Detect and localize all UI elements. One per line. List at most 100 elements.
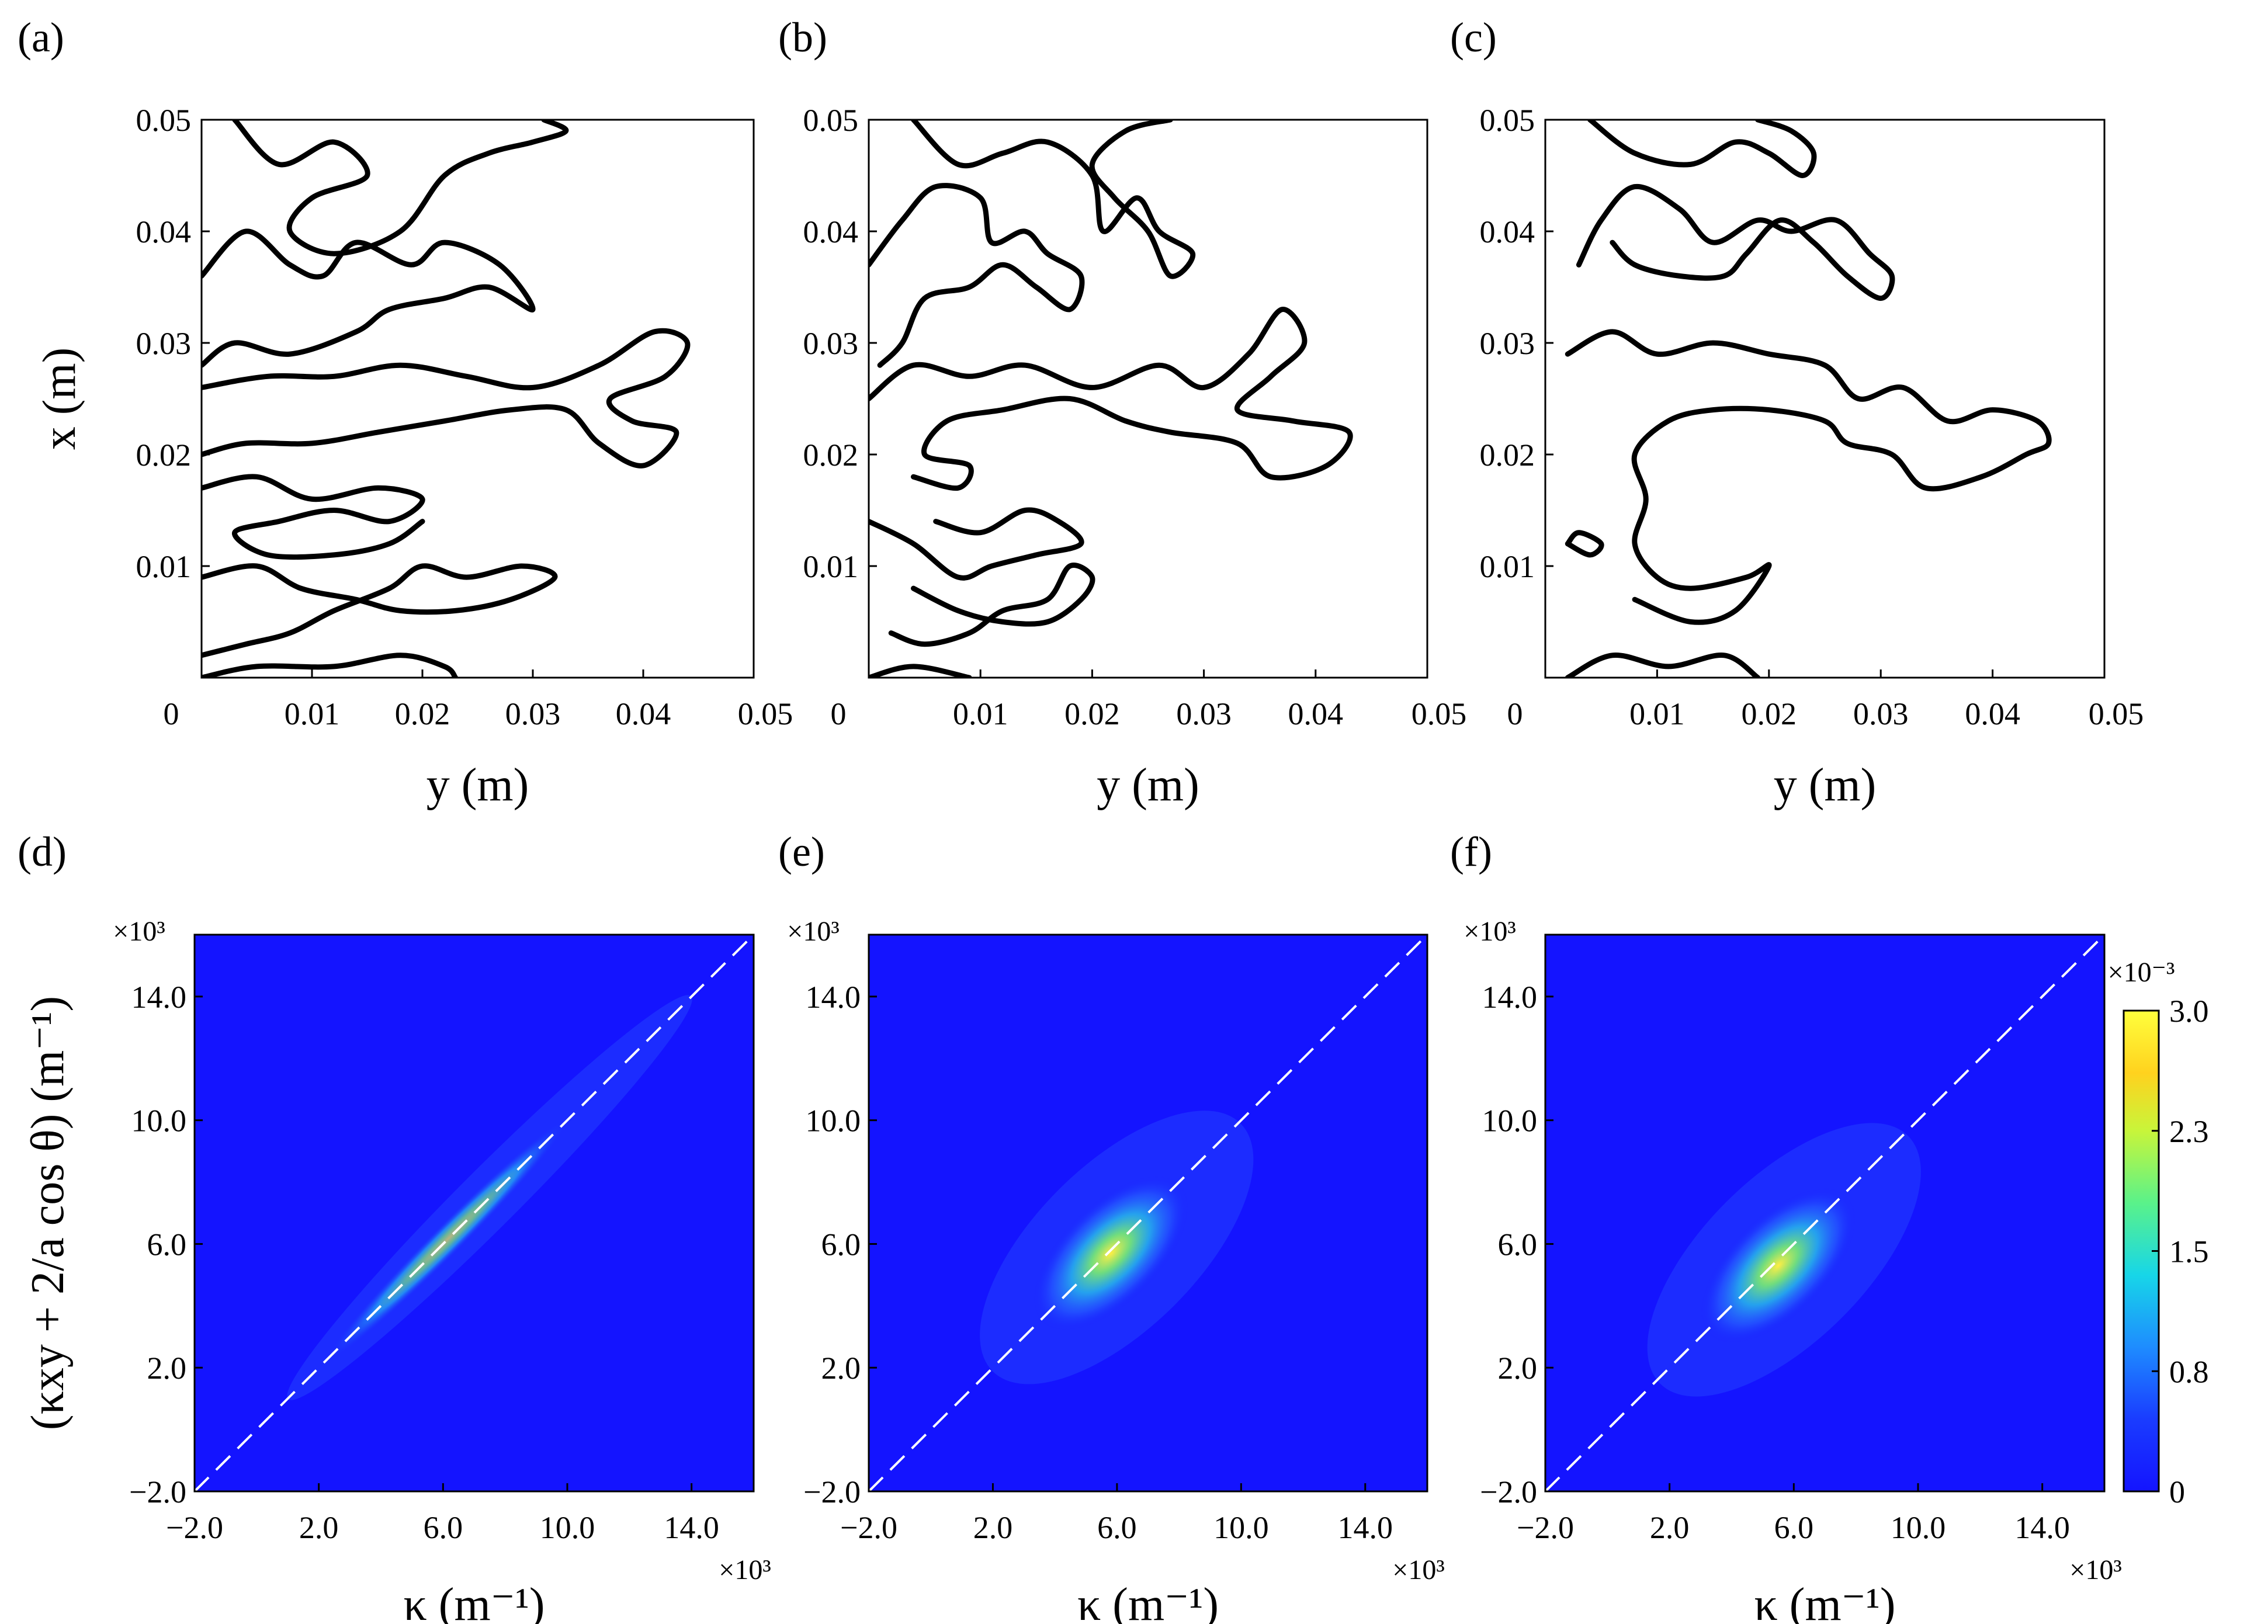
y-tick-label: 10.0 <box>806 1104 861 1139</box>
x-tick-label: 0.04 <box>1965 696 2020 731</box>
colorbar-tick-label: 0 <box>2169 1474 2185 1510</box>
x-axis-title: y (m) <box>1774 759 1877 811</box>
x-tick-label: 2.0 <box>973 1510 1013 1545</box>
contour-line-3 <box>1565 530 1604 558</box>
colorbar-multiplier: ×10⁻³ <box>2108 957 2175 988</box>
colorbar-tick-label: 2.3 <box>2169 1114 2209 1149</box>
y-tick-label: 0.01 <box>803 549 859 584</box>
colorbar-tick-label: 0.8 <box>2169 1354 2209 1389</box>
x-tick-label: 0.02 <box>395 696 450 731</box>
x-tick-label: 0.03 <box>1176 696 1232 731</box>
contour-panel-c: 0 0.01 0.02 0.03 0.04 0.05 0.01 0.02 0.03 0.04 0.0… <box>1480 103 2144 811</box>
contour-panel-b: 0 0.01 0.02 0.03 0.04 0.05 0.01 0.02 0.03 0.04 0.0… <box>803 103 1467 811</box>
x-tick-label: 0.04 <box>1288 696 1344 731</box>
x-axis-title: y (m) <box>426 759 529 811</box>
x-tick-label: 0.01 <box>953 696 1008 731</box>
x-tick-label: 14.0 <box>1338 1510 1393 1545</box>
y-tick-label: 10.0 <box>1482 1104 1538 1139</box>
panel-label-b: (b) <box>778 14 827 61</box>
y-axis-title: (κxy + 2/a cos θ) (m⁻¹) <box>22 996 74 1430</box>
x-tick-label: 0.02 <box>1742 696 1797 731</box>
density-core <box>1032 1174 1190 1332</box>
y-tick-label: 0.02 <box>136 438 192 473</box>
y-multiplier: ×10³ <box>1464 916 1516 947</box>
y-tick-label: 0.05 <box>803 103 859 138</box>
contour-line-3 <box>202 474 425 560</box>
y-tick-label: 0.01 <box>136 549 192 584</box>
x-tick-label: 0.05 <box>738 696 793 731</box>
x-tick-label: 10.0 <box>1213 1510 1269 1545</box>
contour-line-5 <box>202 653 459 678</box>
x-multiplier: ×10³ <box>719 1554 771 1585</box>
y-axis-title: x (m) <box>34 348 85 450</box>
y-multiplier: ×10³ <box>113 916 165 947</box>
contour-lines <box>202 120 691 678</box>
density-cloud <box>1647 1123 1921 1397</box>
contour-line-5 <box>869 664 972 678</box>
x-axis-title: y (m) <box>1097 759 1199 811</box>
contour-line-0 <box>910 120 1195 279</box>
y-tick-label: 0.03 <box>1480 326 1535 361</box>
x-tick-label: 0.05 <box>2089 696 2144 731</box>
x-tick-label: 6.0 <box>1097 1510 1137 1545</box>
x-axis-title: κ (m⁻¹) <box>1077 1579 1219 1624</box>
x-tick-label: 0 <box>831 696 847 731</box>
panel-label-f: (f) <box>1450 828 1492 875</box>
contour-line-2 <box>1565 329 2052 625</box>
y-tick-label: 10.0 <box>131 1104 187 1139</box>
density-core <box>1700 1187 1857 1344</box>
contour-lines <box>1565 120 2052 678</box>
reference-line-y-equals-x <box>869 935 1427 1491</box>
x-tick-label: 10.0 <box>1891 1510 1946 1545</box>
x-tick-label: 0.01 <box>1629 696 1685 731</box>
y-tick-label: 6.0 <box>1498 1227 1538 1262</box>
panel-label-a: (a) <box>18 14 64 61</box>
x-tick-label: 2.0 <box>299 1510 339 1545</box>
reference-line-y-equals-x <box>195 935 754 1491</box>
y-tick-label: 0.04 <box>136 214 192 249</box>
x-tick-label: 0 <box>1507 696 1523 731</box>
x-tick-label: 6.0 <box>1774 1510 1814 1545</box>
x-tick-label: 0.02 <box>1064 696 1120 731</box>
contour-line-2 <box>869 307 1353 491</box>
y-tick-label: 0.04 <box>1480 214 1535 249</box>
x-axis-title: κ (m⁻¹) <box>1754 1579 1895 1624</box>
x-multiplier: ×10³ <box>2069 1554 2121 1585</box>
x-tick-label: 6.0 <box>424 1510 463 1545</box>
y-multiplier: ×10³ <box>787 916 839 947</box>
colorbar-tick-label: 1.5 <box>2169 1234 2209 1269</box>
x-tick-label: −2.0 <box>166 1510 223 1545</box>
contour-line-4 <box>1565 653 1761 678</box>
density-cloud <box>980 1111 1254 1384</box>
x-tick-label: −2.0 <box>1517 1510 1574 1545</box>
contour-line-1 <box>202 228 536 368</box>
y-tick-label: 6.0 <box>821 1227 861 1262</box>
contour-line-1 <box>869 183 1085 368</box>
plot-frame <box>868 119 1428 679</box>
y-tick-label: 0.05 <box>1480 103 1535 138</box>
x-axis-title: κ (m⁻¹) <box>403 1579 545 1624</box>
heatmap-panel-d: −2.0 2.0 6.0 10.0 14.0−2.02.06.010.014.0×10³… <box>22 916 771 1624</box>
y-tick-label: 14.0 <box>131 980 187 1015</box>
x-tick-label: 14.0 <box>664 1510 719 1545</box>
x-tick-label: 10.0 <box>540 1510 595 1545</box>
y-tick-label: −2.0 <box>129 1474 186 1510</box>
contour-line-4 <box>888 563 1095 647</box>
contour-line-0 <box>1587 120 1817 178</box>
panel-label-d: (d) <box>18 828 67 875</box>
y-tick-label: 0.04 <box>803 214 859 249</box>
y-tick-label: 0.03 <box>803 326 859 361</box>
contour-line-0 <box>232 120 569 256</box>
y-tick-label: 0.03 <box>136 326 192 361</box>
y-tick-label: 0.01 <box>1480 549 1535 584</box>
x-multiplier: ×10³ <box>1392 1554 1444 1585</box>
y-tick-label: 2.0 <box>147 1351 187 1386</box>
x-tick-label: 0.05 <box>1412 696 1467 731</box>
contour-line-3 <box>869 507 1084 581</box>
contour-line-2 <box>202 328 691 469</box>
x-tick-label: 0.04 <box>616 696 671 731</box>
x-tick-label: 14.0 <box>2014 1510 2070 1545</box>
y-tick-label: 6.0 <box>147 1227 187 1262</box>
y-tick-label: −2.0 <box>803 1474 861 1510</box>
